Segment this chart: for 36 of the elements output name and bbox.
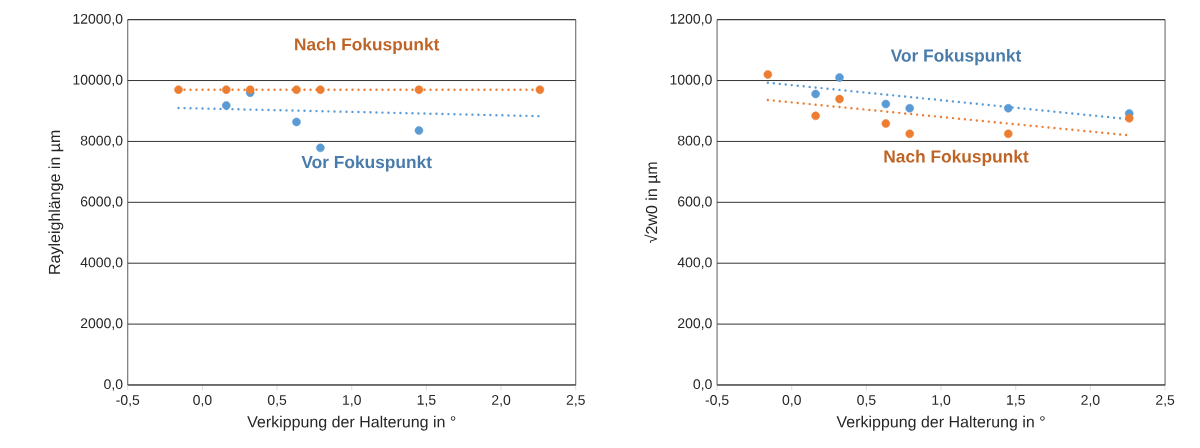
- y-tick-label: 10000,0: [73, 74, 123, 87]
- y-tick-label: 12000,0: [73, 13, 123, 26]
- y-tick-label: 4000,0: [80, 257, 123, 269]
- y-tick-label: 0,0: [693, 379, 712, 391]
- y-tick-label: 0,0: [104, 379, 123, 391]
- x-axis-title: Verkippung der Halterung in °: [836, 415, 1045, 431]
- series-label: Nach Fokuspunkt: [884, 149, 1029, 167]
- x-tick-label: -0,5: [705, 395, 729, 407]
- y-tick-label: 1000,0: [670, 74, 712, 87]
- x-tick-label: 0,0: [782, 395, 801, 407]
- y-tick-label: 8000,0: [80, 135, 123, 148]
- x-tick-label: 1,5: [417, 395, 436, 407]
- y-tick-label: 200,0: [678, 318, 712, 330]
- x-tick-label: -0,5: [116, 395, 140, 407]
- x-tick-label: 2,0: [492, 395, 511, 407]
- x-tick-label: 0,5: [267, 395, 287, 407]
- y-tick-label: 400,0: [677, 257, 712, 269]
- x-tick-label: 1,5: [1007, 395, 1025, 407]
- series-label: Vor Fokuspunkt: [301, 155, 432, 172]
- y-tick-label: 6000,0: [80, 196, 123, 209]
- x-tick-label: 2,5: [566, 395, 585, 407]
- series-label: Nach Fokuspunkt: [295, 37, 440, 54]
- y-tick-label: 2000,0: [80, 318, 123, 330]
- x-tick-label: 2,0: [1081, 395, 1100, 407]
- y-tick-label: 600,0: [678, 196, 712, 209]
- y-tick-label: 1200,0: [670, 13, 712, 26]
- text: Vor Fokuspunkt: [890, 48, 1022, 66]
- x-axis-title: Verkippung der Halterung in °: [247, 415, 456, 431]
- y-axis-title: Rayleighlänge in µm: [48, 130, 64, 274]
- x-tick-label: 1,0: [932, 395, 951, 407]
- y-axis-title: √2w0 in µm: [644, 162, 661, 243]
- y-tick-label: 800,0: [677, 135, 712, 148]
- x-tick-label: 1,0: [343, 395, 361, 407]
- x-tick-label: 0,0: [193, 395, 212, 407]
- x-tick-label: 0,5: [857, 395, 876, 407]
- x-tick-label: 2,5: [1156, 395, 1175, 407]
